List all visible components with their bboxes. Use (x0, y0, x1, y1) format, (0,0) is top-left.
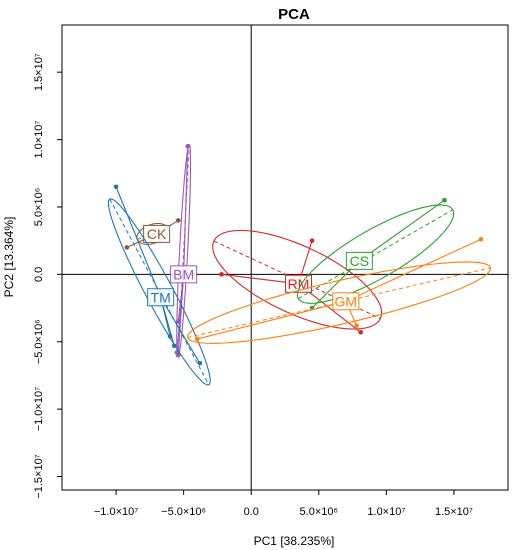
confidence-ellipse-cs (296, 204, 455, 304)
group-label-cs: CS (350, 253, 369, 269)
data-point-gm (194, 336, 200, 342)
group-label-box-gm (332, 292, 360, 311)
x-tick-label: 0.0 (244, 506, 259, 518)
chart-title: PCA (278, 6, 310, 23)
group-label-box-cs (345, 251, 373, 270)
data-point-rm (309, 238, 315, 243)
spoke-bm (183, 146, 189, 275)
y-tick-label: 5.0×10⁶ (33, 188, 45, 226)
group-label-box-tm (147, 288, 175, 307)
y-tick-label: −5.0×10⁶ (33, 319, 45, 364)
data-point-rm (219, 272, 224, 277)
data-point-ck (175, 218, 181, 223)
group-label-box-bm (170, 265, 198, 284)
x-tick-label: −1.0×10⁷ (94, 506, 138, 518)
data-point-gm (354, 323, 359, 328)
y-tick-label: −1.5×10⁷ (33, 454, 45, 498)
x-tick-label: 1.5×10⁷ (435, 506, 473, 518)
data-point-gm (478, 237, 484, 242)
spoke-tm (160, 296, 201, 364)
data-point-cs (442, 197, 447, 203)
x-tick-label: 5.0×10⁶ (300, 506, 338, 518)
spoke-cs (359, 199, 445, 262)
x-axis-title: PC1 [38.235%] (254, 534, 335, 548)
spoke-gm (197, 300, 346, 340)
axis-ticks: −1.0×10⁷ −5.0×10⁶ 0.0 5.0×10⁶ 1.0×10⁷ 1.5×10⁷… (33, 53, 473, 518)
group-label-box-ck (143, 224, 171, 243)
data-point-ck (124, 245, 130, 250)
data-point-tm (113, 184, 119, 190)
group-label-ck: CK (147, 226, 167, 242)
x-tick-label: 1.0×10⁷ (367, 506, 405, 518)
spoke-bm (176, 274, 185, 353)
y-tick-label: 0.0 (33, 267, 45, 282)
y-tick-label: 1.5×10⁷ (33, 53, 45, 91)
y-tick-label: 1.0×10⁷ (33, 121, 45, 159)
y-axis-title: PC2 [13.364%] (2, 217, 16, 298)
data-point-rm (358, 330, 363, 335)
group-label-gm: GM (335, 293, 358, 309)
data-point-tm (171, 343, 177, 349)
data-point-tm (197, 361, 203, 366)
group-label-tm: TM (151, 289, 171, 305)
plot-frame (61, 24, 509, 491)
spoke-tm (115, 186, 162, 298)
y-tick-label: −1.0×10⁷ (33, 387, 45, 431)
spoke-gm (345, 238, 482, 302)
x-tick-label: −5.0×10⁶ (161, 506, 206, 518)
data-point-bm (185, 144, 190, 149)
group-label-bm: BM (173, 266, 194, 282)
